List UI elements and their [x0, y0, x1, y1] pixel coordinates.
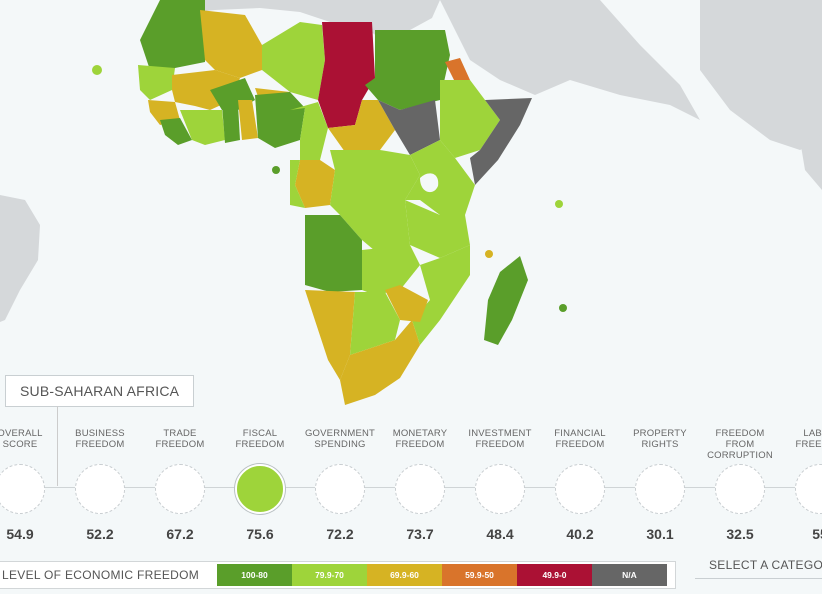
category-score: 40.2: [566, 526, 594, 542]
category-7[interactable]: FINANCIAL FREEDOM 40.2: [540, 428, 620, 542]
category-3[interactable]: FISCAL FREEDOM 75.6: [220, 428, 300, 542]
legend-swatch-3[interactable]: 59.9-50: [442, 564, 517, 586]
country-morocco-algeria[interactable]: [140, 0, 205, 70]
category-label: TRADE FREEDOM: [155, 428, 205, 450]
south-asia-land: [700, 0, 822, 150]
legend-swatch-5[interactable]: N/A: [592, 564, 667, 586]
country-mauritania[interactable]: [138, 65, 175, 100]
category-circle[interactable]: [0, 464, 45, 514]
category-9[interactable]: FREEDOM FROM CORRUPTION 32.5: [700, 428, 780, 542]
island-seychelles[interactable]: [555, 200, 563, 208]
category-score: 32.5: [726, 526, 754, 542]
country-congo[interactable]: [290, 160, 305, 208]
category-label: OVERALL SCORE: [0, 428, 43, 450]
category-circle[interactable]: [75, 464, 125, 514]
country-nigeria[interactable]: [255, 92, 305, 148]
south-america-land: [0, 195, 40, 322]
category-0[interactable]: OVERALL SCORE 54.9: [0, 428, 60, 542]
island-comoros[interactable]: [485, 250, 493, 258]
country-algeria-mali[interactable]: [200, 10, 262, 78]
country-zambia[interactable]: [362, 245, 420, 295]
category-label: LABOR FREEDOM: [795, 428, 822, 450]
country-senegal[interactable]: [148, 100, 180, 125]
category-circle[interactable]: [155, 464, 205, 514]
legend: LEVEL OF ECONOMIC FREEDOM 100-80 79.9-70 6…: [0, 561, 676, 589]
category-score: 55: [812, 526, 822, 542]
country-angola[interactable]: [305, 215, 362, 292]
category-score: 75.6: [246, 526, 274, 542]
legend-title: LEVEL OF ECONOMIC FREEDOM: [2, 568, 200, 582]
category-circle[interactable]: [395, 464, 445, 514]
africa-map[interactable]: [0, 0, 822, 420]
category-score: 54.9: [6, 526, 34, 542]
category-8[interactable]: PROPERTY RIGHTS 30.1: [620, 428, 700, 542]
category-label: FISCAL FREEDOM: [235, 428, 285, 450]
category-label: MONETARY FREEDOM: [392, 428, 448, 450]
region-label[interactable]: SUB-SAHARAN AFRICA: [5, 375, 195, 407]
category-5[interactable]: MONETARY FREEDOM 73.7: [380, 428, 460, 542]
country-lake-victoria: [420, 173, 439, 193]
country-ivory-coast[interactable]: [180, 110, 225, 145]
category-4[interactable]: GOVERNMENT SPENDING 72.2: [300, 428, 380, 542]
country-zimbabwe[interactable]: [385, 285, 428, 322]
select-category-dropdown[interactable]: SELECT A CATEGORY: [695, 553, 822, 579]
legend-swatch-1[interactable]: 79.9-70: [292, 564, 367, 586]
middle-east-land: [440, 0, 700, 120]
country-sudan[interactable]: [365, 30, 450, 110]
country-mozambique[interactable]: [412, 245, 470, 345]
country-togo[interactable]: [238, 100, 258, 140]
category-circle[interactable]: [235, 464, 285, 514]
madagascar-neighbor-land: [800, 135, 822, 190]
category-label: PROPERTY RIGHTS: [633, 428, 687, 450]
category-circle[interactable]: [475, 464, 525, 514]
country-south-africa[interactable]: [340, 320, 420, 405]
country-cameroon-north[interactable]: [290, 102, 328, 160]
country-cameroon-gabon[interactable]: [295, 160, 335, 208]
legend-swatch-0[interactable]: 100-80: [217, 564, 292, 586]
category-6[interactable]: INVESTMENT FREEDOM 48.4: [460, 428, 540, 542]
country-somalia[interactable]: [470, 98, 532, 185]
category-score: 72.2: [326, 526, 354, 542]
country-madagascar[interactable]: [484, 256, 528, 345]
country-ghana[interactable]: [222, 105, 240, 143]
category-2[interactable]: TRADE FREEDOM 67.2: [140, 428, 220, 542]
category-1[interactable]: BUSINESS FREEDOM 52.2: [60, 428, 140, 542]
category-label: FINANCIAL FREEDOM: [554, 428, 606, 450]
country-eritrea[interactable]: [445, 58, 470, 82]
island-sao-tome[interactable]: [272, 166, 280, 174]
category-circle[interactable]: [715, 464, 765, 514]
category-score: 67.2: [166, 526, 194, 542]
country-libya[interactable]: [262, 22, 325, 100]
connector-line: [57, 406, 58, 486]
category-label: BUSINESS FREEDOM: [75, 428, 125, 450]
category-circle[interactable]: [315, 464, 365, 514]
island-cape-verde[interactable]: [92, 65, 102, 75]
country-guinea[interactable]: [160, 118, 192, 145]
country-car[interactable]: [328, 100, 395, 152]
category-score: 73.7: [406, 526, 434, 542]
island-mauritius[interactable]: [559, 304, 567, 312]
country-ethiopia[interactable]: [440, 80, 500, 158]
category-circle[interactable]: [635, 464, 685, 514]
country-uganda-kenya[interactable]: [405, 140, 475, 215]
category-label: INVESTMENT FREEDOM: [468, 428, 532, 450]
country-namibia[interactable]: [305, 290, 355, 380]
category-label: FREEDOM FROM CORRUPTION: [707, 428, 773, 461]
category-score: 48.4: [486, 526, 514, 542]
category-10[interactable]: LABOR FREEDOM 55: [780, 428, 822, 542]
legend-swatch-4[interactable]: 49.9-0: [517, 564, 592, 586]
category-label: GOVERNMENT SPENDING: [304, 428, 376, 450]
category-circle[interactable]: [795, 464, 822, 514]
country-drc[interactable]: [330, 150, 420, 255]
legend-swatch-2[interactable]: 69.9-60: [367, 564, 442, 586]
country-south-sudan[interactable]: [378, 100, 440, 155]
country-chad[interactable]: [318, 22, 375, 128]
country-tanzania[interactable]: [405, 200, 470, 258]
category-score: 30.1: [646, 526, 674, 542]
category-score: 52.2: [86, 526, 114, 542]
category-circle[interactable]: [555, 464, 605, 514]
country-botswana[interactable]: [350, 292, 400, 355]
